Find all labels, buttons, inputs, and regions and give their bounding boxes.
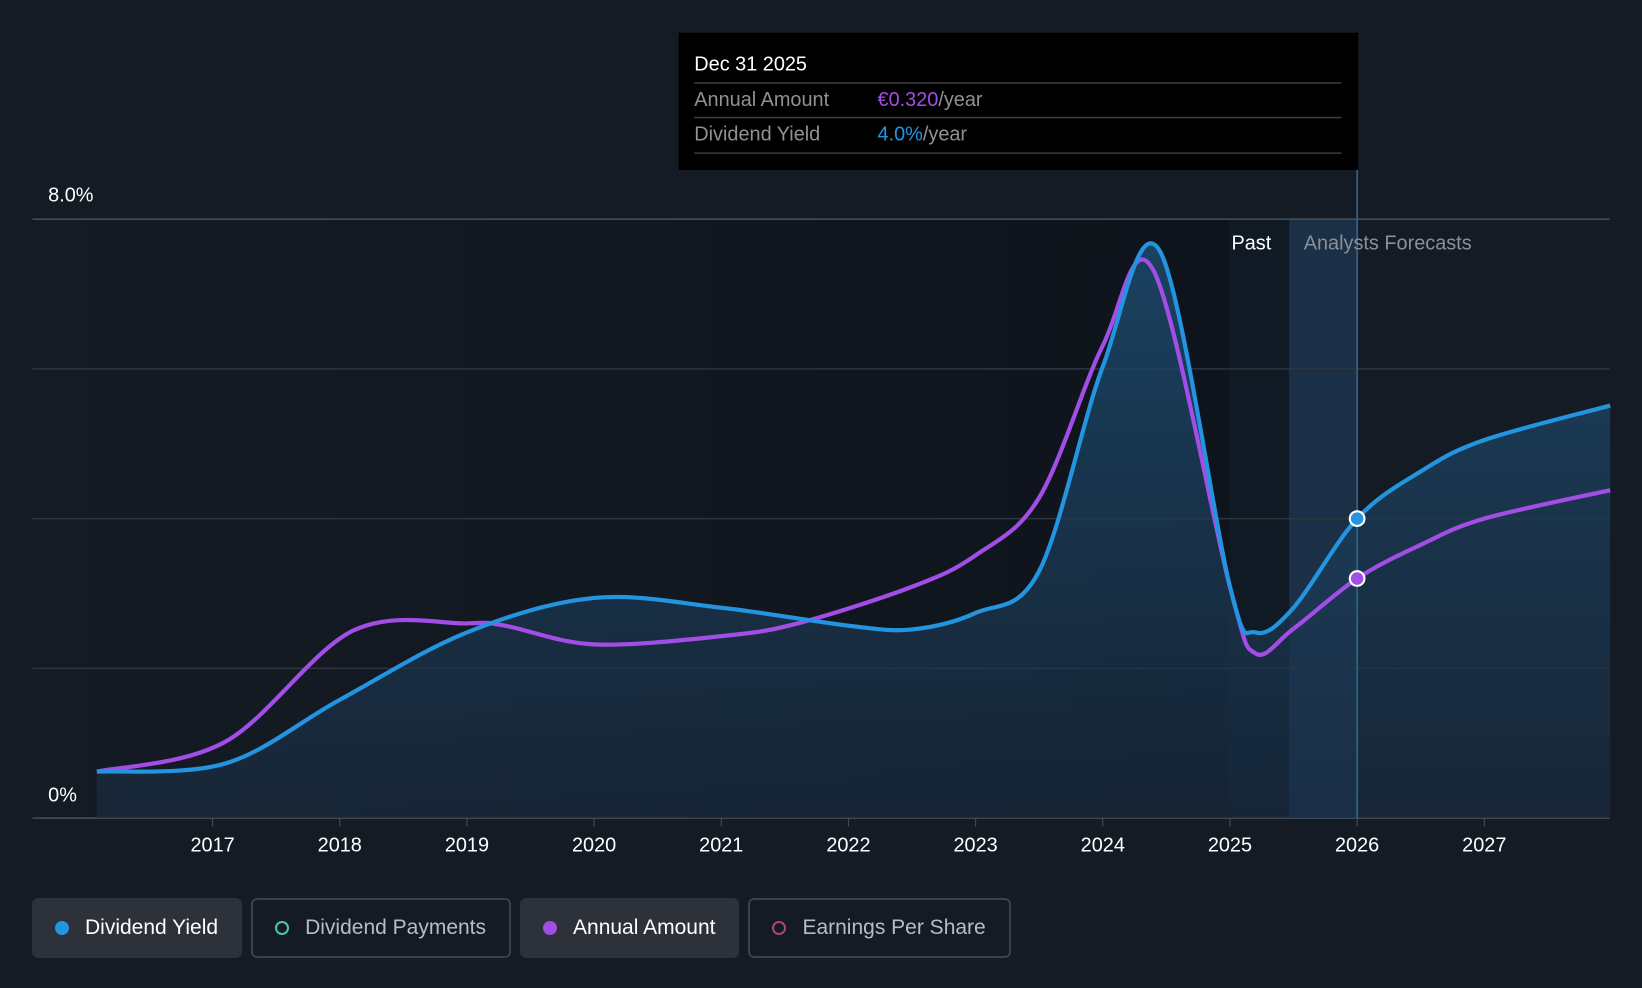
legend: Dividend Yield Dividend Payments Annual … <box>32 898 1011 958</box>
svg-text:4.0%/year: 4.0%/year <box>878 124 968 146</box>
legend-label: Dividend Yield <box>85 916 219 939</box>
dividend-payments-ring-icon <box>275 921 290 935</box>
tooltip-yield-label: Dividend Yield <box>694 124 820 146</box>
amount-marker[interactable] <box>1348 570 1366 587</box>
x-tick-label: 2027 <box>1462 835 1506 857</box>
legend-label: Dividend Payments <box>305 916 487 939</box>
y-tick-max: 8.0% <box>48 184 93 206</box>
x-tick-label: 2025 <box>1208 835 1252 857</box>
x-tick-label: 2021 <box>699 835 743 857</box>
x-tick-label: 2026 <box>1335 835 1379 857</box>
svg-text:€0.320/year: €0.320/year <box>878 89 983 111</box>
x-tick-label: 2023 <box>953 835 997 857</box>
tooltip-yield-value: 4.0% <box>878 124 923 146</box>
x-tick-label: 2022 <box>826 835 870 857</box>
legend-dividend-payments[interactable]: Dividend Payments <box>251 898 512 958</box>
x-tick-label: 2020 <box>572 835 616 857</box>
forecast-label: Analysts Forecasts <box>1304 232 1472 254</box>
x-tick-label: 2018 <box>318 835 362 857</box>
legend-dividend-yield[interactable]: Dividend Yield <box>32 898 243 958</box>
yield-marker[interactable] <box>1348 510 1366 527</box>
x-tick-label: 2024 <box>1081 835 1125 857</box>
eps-ring-icon <box>772 921 787 935</box>
dividend-yield-dot-icon <box>55 921 69 935</box>
tooltip-yield-suffix: /year <box>923 124 968 146</box>
x-tick-label: 2019 <box>445 835 489 857</box>
tooltip-amount-value: €0.320 <box>878 89 939 111</box>
legend-earnings-per-share[interactable]: Earnings Per Share <box>748 898 1011 958</box>
tooltip-date: Dec 31 2025 <box>694 53 807 75</box>
past-label: Past <box>1232 232 1272 254</box>
legend-annual-amount[interactable]: Annual Amount <box>520 898 740 958</box>
y-tick-zero: 0% <box>48 784 77 806</box>
tooltip: Dec 31 2025 Annual Amount €0.320/year Di… <box>678 32 1359 170</box>
x-tick-label: 2017 <box>190 835 234 857</box>
tooltip-amount-suffix: /year <box>938 89 983 111</box>
legend-label: Earnings Per Share <box>802 916 986 939</box>
dividend-yield-line <box>96 241 1611 774</box>
legend-label: Annual Amount <box>573 916 716 939</box>
tooltip-amount-label: Annual Amount <box>694 89 829 111</box>
annual-amount-line <box>96 257 1611 774</box>
yield-area <box>96 243 1611 819</box>
annual-amount-dot-icon <box>543 921 558 935</box>
